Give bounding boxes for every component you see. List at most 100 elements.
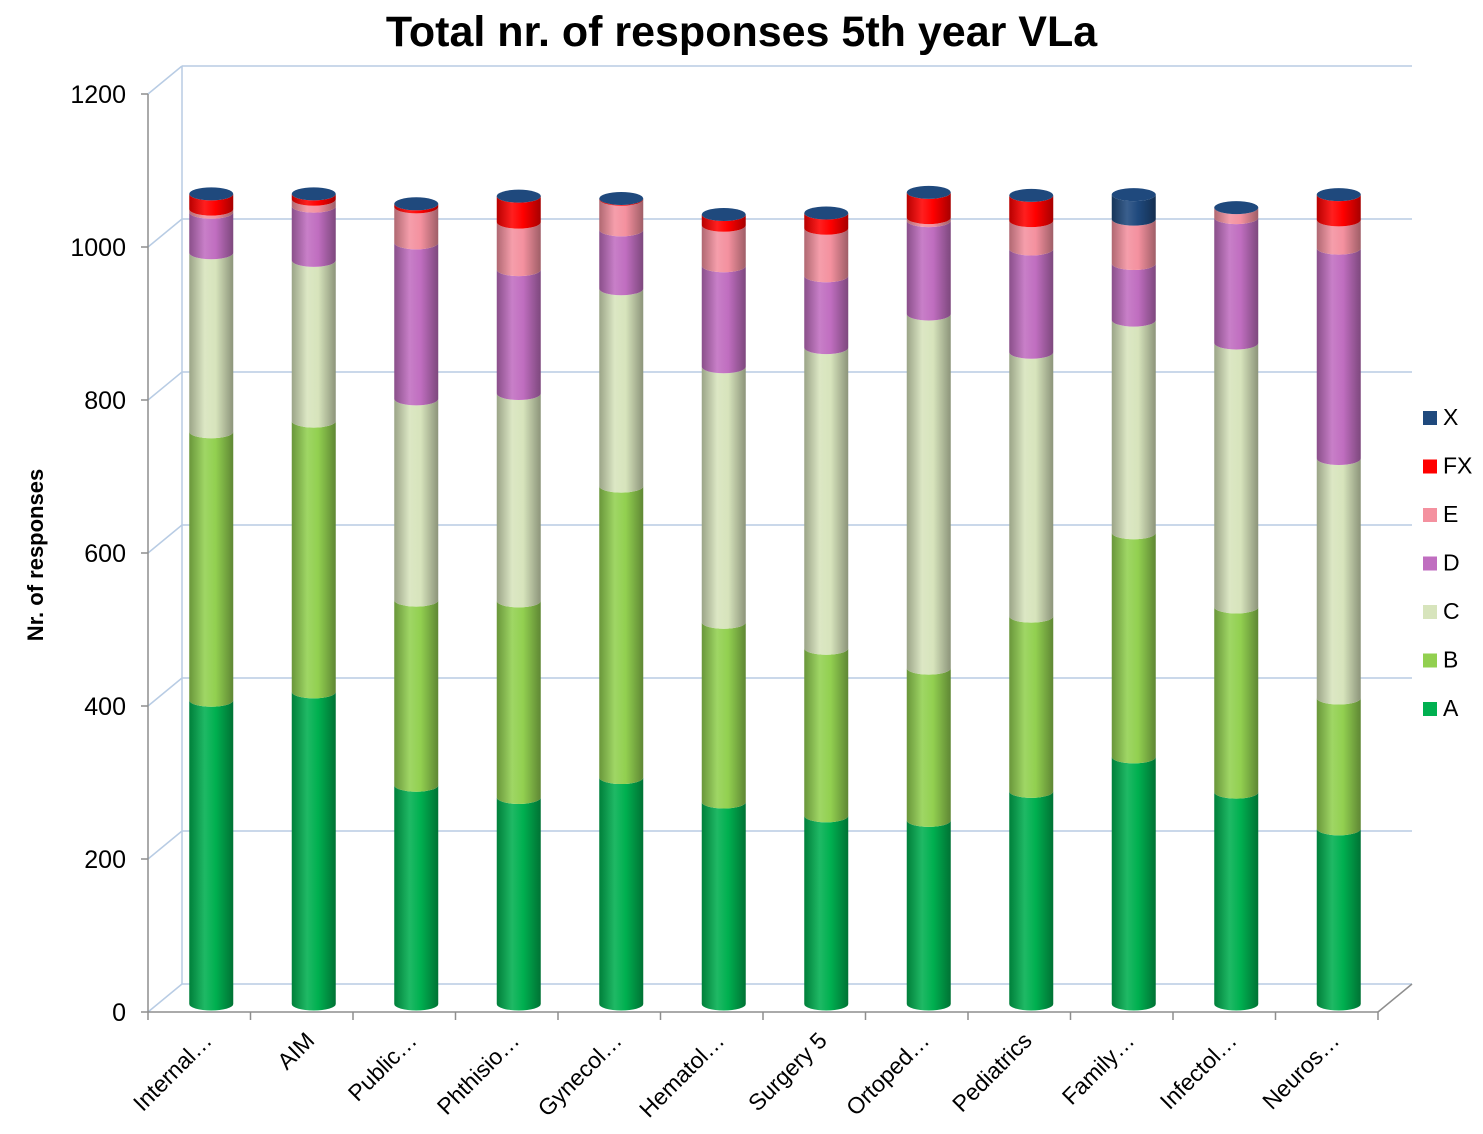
bar-segment	[599, 486, 644, 785]
chart-title: Total nr. of responses 5th year VLa	[385, 8, 1098, 56]
bar-segment	[804, 347, 849, 655]
bar-stack	[906, 185, 951, 1011]
bar-segment	[1316, 698, 1361, 836]
bar-segment	[701, 214, 746, 232]
bar-stack	[496, 189, 541, 1011]
bar-segment	[291, 691, 336, 1011]
bar-segment	[1111, 263, 1156, 327]
x-tick-label: Internal…	[128, 1027, 217, 1116]
y-tick-label: 200	[84, 846, 126, 874]
bar-segment	[394, 242, 439, 406]
bar-top-cap	[701, 208, 746, 222]
y-tick-label: 1200	[70, 81, 126, 109]
bar-segment	[291, 199, 336, 213]
bar-segment	[394, 206, 439, 250]
bar-top-cap	[1214, 201, 1259, 215]
x-tick-label: Phthisio…	[432, 1027, 525, 1120]
bar-segment	[189, 431, 234, 707]
bar-segment	[189, 209, 234, 219]
bar-stack	[1111, 188, 1156, 1011]
gridline-side	[147, 983, 183, 1013]
bar-segment	[1111, 320, 1156, 540]
legend-label: X	[1443, 404, 1458, 430]
y-tick-label: 0	[112, 999, 126, 1027]
legend-label: C	[1443, 598, 1460, 624]
bar-top-cap	[1009, 188, 1054, 202]
bar-segment	[701, 802, 746, 1011]
bar-segment	[1316, 458, 1361, 705]
bar-segment	[701, 622, 746, 809]
legend-label: FX	[1443, 453, 1472, 479]
x-tick-label: Family…	[1057, 1027, 1140, 1110]
floor-edge	[1377, 983, 1413, 1013]
bar-segment	[1214, 606, 1259, 799]
bar-segment	[1316, 219, 1361, 255]
bar-segment	[189, 700, 234, 1011]
bar-stack	[394, 197, 439, 1011]
bar-top-cap	[804, 206, 849, 220]
bar-top-cap	[291, 187, 336, 201]
legend-swatch	[1423, 556, 1437, 571]
gridline-side	[147, 677, 183, 707]
gridline-side	[147, 830, 183, 860]
bar-segment	[1316, 194, 1361, 227]
x-tick-label: Neuros…	[1257, 1027, 1344, 1114]
gridline-side	[147, 371, 183, 401]
bar-top-cap	[189, 187, 234, 201]
bar-segment	[906, 192, 951, 225]
bar-segment	[1111, 532, 1156, 764]
legend-swatch	[1423, 605, 1437, 619]
y-tick-label: 400	[84, 693, 126, 721]
bar-top-cap	[496, 189, 541, 203]
bar-segment	[1111, 194, 1156, 226]
bar-stack	[1214, 201, 1259, 1011]
bar-segment	[496, 600, 541, 804]
bar-segment	[599, 288, 644, 493]
bar-segment	[1214, 343, 1259, 614]
bar-segment	[1214, 207, 1259, 225]
bar-segment	[496, 393, 541, 608]
bar-segment	[804, 648, 849, 823]
bar-segment	[291, 206, 336, 267]
bar-segment	[906, 220, 951, 321]
bar-segment	[189, 252, 234, 439]
bar-segment	[1214, 217, 1259, 350]
bar-segment	[906, 217, 951, 228]
legend-label: D	[1443, 550, 1460, 576]
bar-segment	[1111, 756, 1156, 1011]
bar-top-cap	[906, 185, 951, 199]
bar-segment	[496, 196, 541, 229]
bar-top-cap	[1111, 188, 1156, 202]
bar-segment	[189, 193, 234, 216]
bar-segment	[701, 225, 746, 273]
bar-segment	[394, 785, 439, 1011]
legend-label: A	[1443, 695, 1459, 721]
bar-segment	[1009, 248, 1054, 359]
legend-swatch	[1423, 653, 1437, 668]
bar-segment	[906, 313, 951, 675]
bar-segment	[496, 222, 541, 277]
gridline-side	[147, 524, 183, 554]
bar-stack	[1009, 188, 1054, 1011]
bar-top-cap	[599, 191, 644, 205]
x-tick-label: Pediatrics	[947, 1027, 1037, 1117]
bar-segment	[496, 269, 541, 401]
bar-segment	[804, 275, 849, 355]
bar-segment	[1009, 616, 1054, 798]
bar-stack	[291, 187, 336, 1011]
bar-segment	[1009, 791, 1054, 1011]
bar-stack	[189, 187, 234, 1011]
legend-swatch	[1423, 459, 1437, 474]
bar-segment	[496, 797, 541, 1011]
bar-segment	[189, 212, 234, 260]
bar-segment	[291, 193, 336, 206]
x-tick-label: Ortoped…	[841, 1027, 934, 1120]
bar-segment	[394, 398, 439, 607]
y-tick-label: 600	[84, 540, 126, 568]
bar-segment	[291, 260, 336, 428]
x-tick-label: Gynecol…	[532, 1027, 626, 1121]
bar-segment	[1316, 248, 1361, 466]
bar-stack	[804, 206, 849, 1011]
bar-top-cap	[394, 197, 439, 211]
